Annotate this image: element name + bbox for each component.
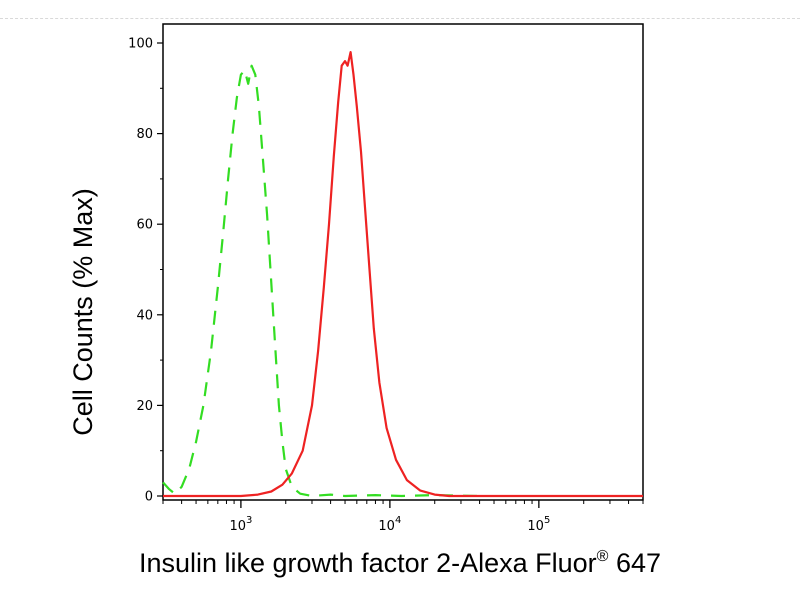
y-tick-label: 0 <box>145 490 153 505</box>
x-tick-label: 105 <box>527 515 550 534</box>
x-tick-label: 104 <box>378 515 401 534</box>
plot-frame <box>162 23 644 501</box>
series-layer <box>162 51 643 498</box>
x-axis-label-suffix: 647 <box>608 548 661 578</box>
y-tick-label: 80 <box>136 127 153 142</box>
y-axis-ticks: 0 20 40 60 80 100 <box>128 37 163 505</box>
x-axis-label: Insulin like growth factor 2-Alexa Fluor… <box>139 548 661 578</box>
x-axis-label-superscript: ® <box>597 548 609 565</box>
series-line-solid-red <box>163 51 643 498</box>
y-tick-label: 40 <box>136 308 153 323</box>
series-line-dashed-green <box>162 64 480 498</box>
y-tick-label: 20 <box>136 399 153 414</box>
top-dashed-border <box>0 18 800 19</box>
y-axis-label: Cell Counts (% Max) <box>68 188 98 436</box>
y-tick-label: 100 <box>128 37 153 52</box>
x-axis-label-main: Insulin like growth factor 2-Alexa Fluor <box>139 548 597 578</box>
y-tick-label: 60 <box>136 218 153 233</box>
x-axis-ticks: 103 104 105 <box>162 500 644 534</box>
plot-border <box>162 23 644 501</box>
x-tick-label: 103 <box>229 515 252 534</box>
